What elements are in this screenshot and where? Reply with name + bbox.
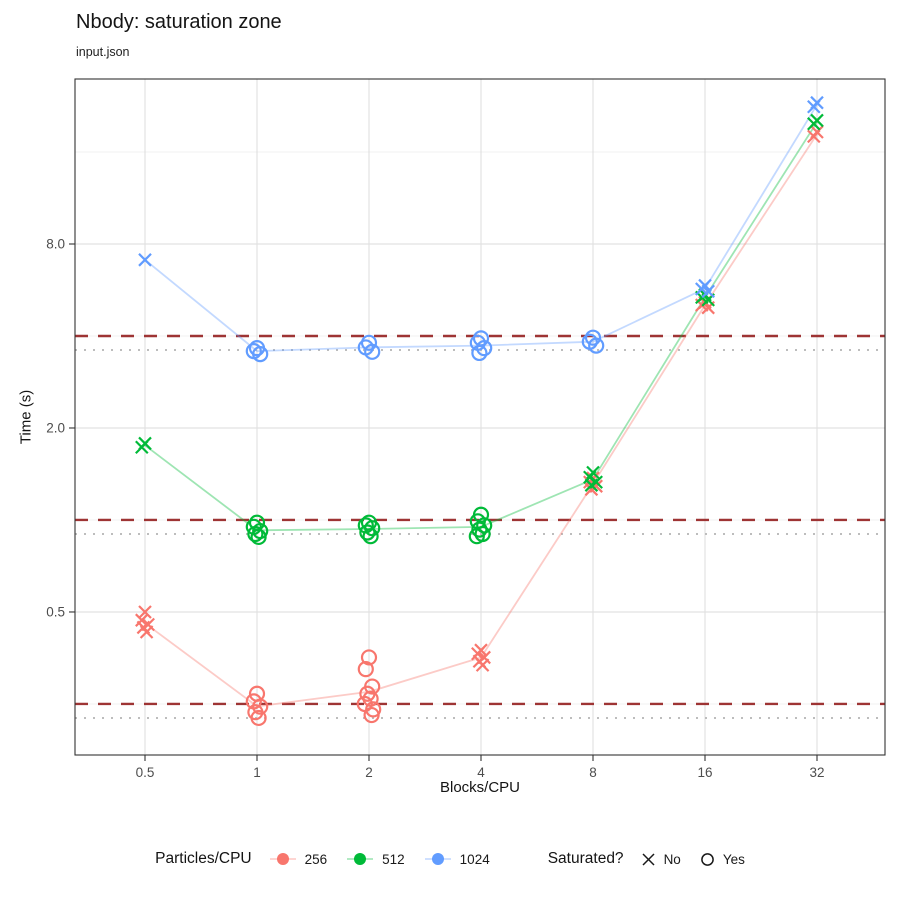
plot-area: 0.5 1 2 4 8 16 32 0.5 2.0 8.0	[46, 78, 886, 780]
circle-marker-icon	[700, 852, 714, 866]
legend-item-saturated-yes: Yes	[699, 851, 745, 868]
data-point-circle-1024	[476, 340, 493, 357]
data-point-circle-1024	[588, 337, 605, 354]
data-point-circle-1024	[471, 344, 488, 362]
legend-color-title: Particles/CPU	[155, 850, 252, 867]
data-point-circle-256	[360, 649, 378, 666]
legend: Particles/CPU 256 512 1024 Saturated? No Ye…	[0, 841, 900, 877]
x-tick-label: 4	[477, 765, 485, 780]
data-point-x-256	[584, 482, 599, 497]
data-point-circle-256	[250, 709, 267, 727]
legend-item-label: 1024	[459, 851, 490, 867]
data-point-x-256	[135, 613, 149, 627]
legend-item-label: No	[663, 851, 681, 867]
data-point-x-512	[807, 116, 821, 131]
data-point-x-256	[138, 605, 152, 619]
panel-border	[74, 78, 886, 756]
data-point-circle-512	[247, 525, 264, 543]
x-tick-label: 1	[253, 765, 261, 780]
data-point-circle-512	[362, 528, 379, 545]
data-point-circle-1024	[252, 345, 269, 363]
x-tick-label: 16	[697, 765, 712, 780]
data-point-x-512	[135, 440, 149, 455]
data-point-circle-512	[476, 517, 493, 534]
legend-color-items: 256 512 1024	[268, 850, 490, 868]
y-tick-label: 0.5	[46, 604, 65, 619]
data-point-circle-256	[363, 706, 380, 724]
data-point-x-512	[584, 478, 599, 492]
legend-key-dot-icon	[347, 853, 374, 865]
x-tick-label: 8	[589, 765, 597, 780]
data-point-x-256	[475, 658, 490, 672]
data-point-circle-512	[364, 520, 381, 537]
legend-key-dot-icon	[269, 853, 296, 865]
legend-item-label: Yes	[722, 851, 745, 867]
data-point-circle-512	[250, 528, 267, 546]
data-point-x-1024	[701, 284, 715, 299]
x-tick-label: 32	[809, 765, 824, 780]
data-point-circle-1024	[584, 329, 602, 346]
data-point-circle-256	[357, 661, 374, 678]
data-point-x-1024	[695, 282, 709, 296]
legend-shape-items: No Yes	[640, 851, 745, 868]
legend-key-dot-icon	[424, 853, 451, 865]
data-point-x-256	[807, 129, 821, 144]
legend-item-512: 512	[345, 850, 405, 868]
data-point-circle-1024	[364, 343, 381, 360]
x-axis-title: Blocks/CPU	[439, 779, 521, 796]
legend-item-256: 256	[268, 850, 328, 868]
data-point-x-1024	[138, 253, 152, 267]
legend-item-1024: 1024	[423, 850, 490, 868]
y-tick-label: 2.0	[46, 420, 65, 435]
data-point-x-256	[471, 646, 485, 661]
x-marker-icon	[642, 852, 655, 866]
y-axis-title: Time (s)	[17, 389, 35, 445]
legend-item-label: 256	[304, 851, 328, 867]
legend-item-saturated-no: No	[640, 851, 681, 868]
legend-item-label: 512	[382, 851, 405, 867]
x-tick-label: 0.5	[136, 765, 155, 780]
panel-background	[75, 79, 885, 755]
data-point-x-1024	[807, 99, 821, 114]
data-point-x-256	[139, 625, 154, 639]
y-tick-label: 8.0	[46, 237, 65, 252]
data-point-circle-512	[359, 524, 376, 541]
x-tick-label: 2	[365, 765, 373, 780]
chart-title: Nbody: saturation zone	[76, 11, 282, 33]
chart-subtitle: input.json	[76, 45, 130, 59]
legend-shape-title: Saturated?	[547, 850, 624, 867]
data-point-circle-512	[468, 528, 485, 545]
